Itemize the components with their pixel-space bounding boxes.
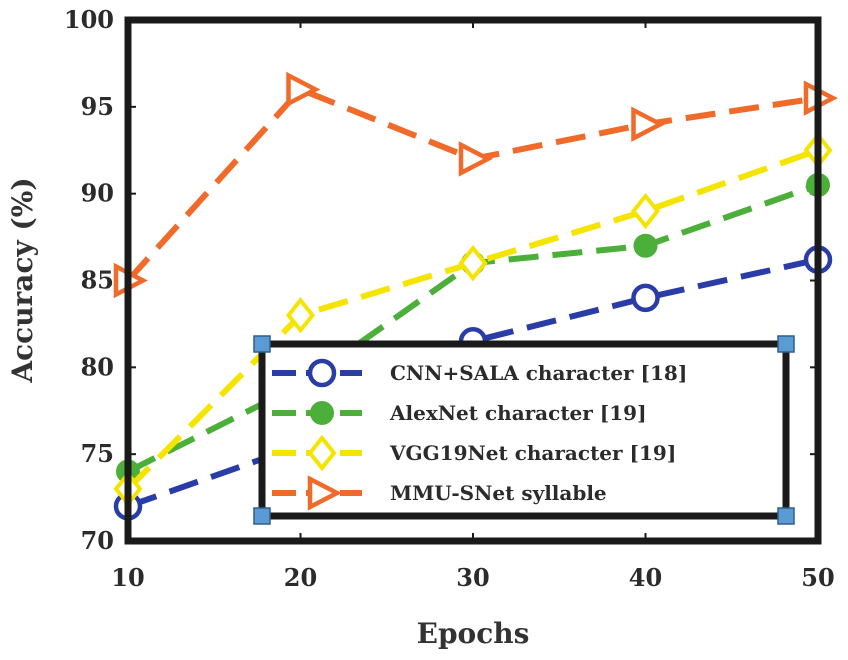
legend-label: VGG19Net character [19] bbox=[389, 441, 676, 465]
x-tick-label: 50 bbox=[801, 563, 834, 592]
axis-ticks: 70 75 80 85 90 95 100 10 20 30 40 50 bbox=[64, 5, 835, 592]
y-tick-label: 80 bbox=[81, 352, 114, 381]
legend-entry: MMU-SNet syllable bbox=[272, 475, 607, 511]
legend-marker bbox=[307, 358, 337, 388]
data-point bbox=[458, 244, 488, 282]
legend: CNN+SALA character [18] AlexNet character… bbox=[253, 335, 795, 525]
legend-label: MMU-SNet syllable bbox=[390, 481, 607, 505]
series-group bbox=[113, 71, 838, 299]
x-tick-label: 30 bbox=[456, 563, 489, 592]
selection-handle bbox=[777, 335, 795, 353]
legend-marker bbox=[307, 475, 342, 511]
data-point bbox=[631, 106, 666, 142]
y-tick-label: 90 bbox=[81, 179, 114, 208]
data-point bbox=[631, 283, 660, 313]
x-axis-label: Epochs bbox=[417, 617, 530, 650]
legend-label: CNN+SALA character [18] bbox=[390, 361, 687, 385]
x-tick-label: 10 bbox=[111, 563, 144, 592]
y-tick-label: 75 bbox=[81, 439, 114, 468]
selection-handle bbox=[253, 335, 271, 353]
legend-entry: CNN+SALA character [18] bbox=[272, 358, 687, 388]
legend-entry: AlexNet character [19] bbox=[272, 401, 647, 425]
data-point bbox=[285, 297, 316, 334]
legend-label: AlexNet character [19] bbox=[389, 401, 647, 425]
data-point bbox=[286, 71, 321, 108]
selection-handle bbox=[253, 507, 271, 525]
x-tick-label: 20 bbox=[284, 563, 317, 592]
y-tick-label: 70 bbox=[81, 526, 114, 555]
plot-frame bbox=[124, 16, 822, 545]
y-tick-label: 85 bbox=[81, 266, 114, 295]
legend-entry: VGG19Net character [19] bbox=[272, 434, 676, 472]
y-tick-label: 95 bbox=[81, 92, 114, 121]
data-point bbox=[630, 192, 661, 230]
legend-marker bbox=[307, 434, 337, 472]
plot-series bbox=[113, 71, 838, 521]
y-axis-label: Accuracy (%) bbox=[6, 177, 39, 383]
series-line bbox=[127, 256, 819, 510]
x-tick-label: 40 bbox=[629, 563, 662, 592]
legend-marker bbox=[310, 401, 334, 425]
y-tick-label: 100 bbox=[64, 5, 114, 34]
selection-handle bbox=[777, 507, 795, 525]
data-point bbox=[633, 233, 658, 258]
data-point bbox=[458, 141, 493, 177]
